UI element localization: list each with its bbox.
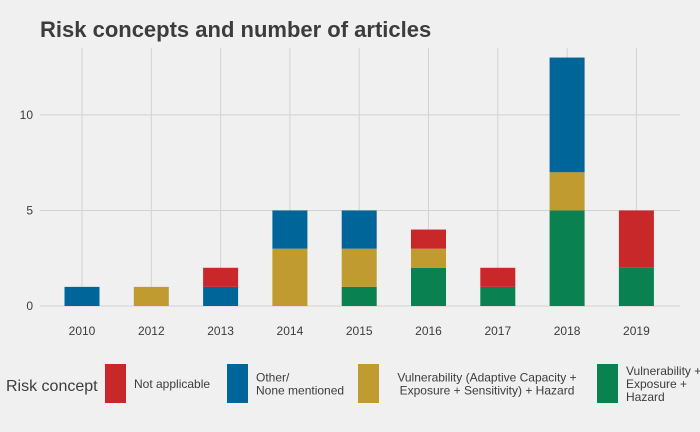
bar-segment-vuln_full <box>549 172 585 211</box>
legend-label-vuln_exp: Exposure + <box>626 377 687 391</box>
bar-segment-vuln_exp <box>618 267 654 306</box>
x-tick-label: 2013 <box>207 324 234 338</box>
x-tick-label: 2016 <box>415 324 442 338</box>
bars <box>64 57 654 306</box>
legend-label-vuln_full: Vulnerability (Adaptive Capacity + <box>397 371 576 385</box>
legend: Risk concept Not applicable Other/None me… <box>6 364 700 404</box>
x-tick-label: 2017 <box>484 324 511 338</box>
bar-segment-other <box>203 286 239 306</box>
legend-label-other: Other/ <box>256 371 290 385</box>
bar-segment-na <box>618 210 654 268</box>
bar-segment-vuln_full <box>341 248 377 287</box>
bar-segment-other <box>341 210 377 249</box>
bar-segment-other <box>549 57 585 173</box>
bar-segment-na <box>411 229 446 249</box>
bar-segment-vuln_full <box>133 286 169 306</box>
bar-segment-na <box>203 267 239 287</box>
y-tick-label: 10 <box>20 108 34 122</box>
bar-segment-vuln_full <box>272 248 308 306</box>
chart-title: Risk concepts and number of articles <box>40 17 431 42</box>
legend-label-vuln_exp: Hazard <box>626 390 665 404</box>
x-tick-label: 2012 <box>138 324 165 338</box>
legend-label-vuln_exp: Vulnerability + <box>626 364 700 378</box>
bar-segment-vuln_exp <box>411 267 446 306</box>
bar-segment-vuln_full <box>411 248 446 268</box>
x-tick-label: 2010 <box>69 324 96 338</box>
x-tick-label: 2019 <box>623 324 650 338</box>
x-tick-label: 2018 <box>554 324 581 338</box>
legend-swatch-na <box>105 364 126 403</box>
legend-label-na: Not applicable <box>134 377 210 391</box>
bar-segment-vuln_exp <box>549 210 585 306</box>
legend-label-other: None mentioned <box>256 384 344 398</box>
y-tick-label: 0 <box>26 299 33 313</box>
legend-swatch-other <box>227 364 248 403</box>
bar-segment-vuln_exp <box>480 286 516 306</box>
bar-segment-other <box>64 286 100 306</box>
bar-segment-other <box>272 210 308 249</box>
x-tick-label: 2014 <box>277 324 304 338</box>
y-tick-label: 5 <box>26 203 33 217</box>
x-tick-label: 2015 <box>346 324 373 338</box>
legend-label-vuln_full: Exposure + Sensitivity) + Hazard <box>400 384 575 398</box>
bar-segment-vuln_exp <box>341 286 377 306</box>
legend-swatch-vuln_exp <box>597 364 618 403</box>
legend-title: Risk concept <box>6 378 98 395</box>
axes: 0 5 10 2010 2012 2013 2014 2015 2016 2017 2018 2019 <box>20 108 650 338</box>
legend-swatch-vuln_full <box>358 364 379 403</box>
bar-segment-na <box>480 267 516 287</box>
